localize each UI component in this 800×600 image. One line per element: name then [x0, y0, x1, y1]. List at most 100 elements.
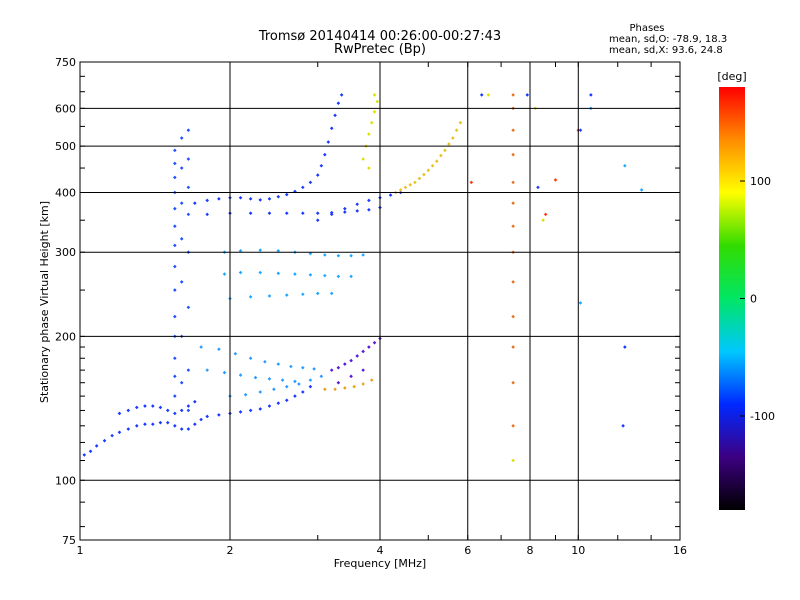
data-point: [186, 305, 191, 310]
data-point: [173, 224, 177, 229]
data-point: [511, 152, 515, 157]
data-point: [319, 374, 324, 379]
data-point: [430, 163, 435, 168]
data-point: [276, 194, 281, 199]
data-point: [134, 405, 139, 410]
data-point: [217, 197, 221, 201]
data-point: [301, 365, 305, 370]
data-point: [284, 211, 289, 216]
data-points: [82, 93, 644, 463]
data-point: [82, 453, 87, 457]
data-point: [336, 274, 341, 279]
y-tick-label: 75: [62, 534, 76, 547]
data-point: [173, 148, 177, 153]
data-point: [205, 198, 209, 203]
data-point: [398, 188, 403, 192]
stats-o-line: mean, sd,O: -78.9, 18.3: [609, 34, 727, 45]
data-point: [173, 411, 177, 416]
data-point: [117, 430, 122, 435]
data-point: [193, 399, 197, 404]
data-point: [336, 101, 341, 105]
data-point: [301, 185, 305, 190]
data-point: [102, 438, 107, 443]
data-point: [329, 368, 334, 372]
data-point: [301, 390, 305, 394]
data-point: [186, 408, 191, 413]
data-point: [413, 180, 417, 185]
data-point: [361, 349, 365, 354]
data-point: [511, 424, 515, 428]
x-tick-label: 6: [464, 544, 471, 557]
data-point: [315, 218, 320, 223]
y-tick-label: 100: [55, 474, 76, 487]
data-point: [308, 273, 313, 277]
data-point: [222, 370, 227, 375]
data-point: [205, 368, 209, 372]
data-point: [369, 378, 374, 382]
data-point: [511, 224, 515, 229]
data-point: [511, 458, 515, 463]
data-point: [186, 157, 191, 161]
data-point: [248, 295, 253, 299]
data-point: [349, 274, 353, 279]
data-point: [511, 380, 515, 385]
data-point: [284, 384, 289, 389]
data-point: [469, 180, 474, 185]
data-point: [525, 93, 530, 97]
data-point: [293, 272, 297, 276]
data-point: [315, 211, 320, 216]
chart-subtitle: RwPretec (Bp): [334, 42, 426, 57]
data-point: [205, 414, 209, 419]
data-point: [408, 183, 413, 187]
data-point: [333, 387, 337, 392]
data-point: [179, 237, 184, 241]
data-point: [553, 178, 558, 182]
y-axis-label: Stationary phase Virtual Height [km]: [38, 201, 51, 403]
data-point: [511, 280, 515, 284]
data-point: [248, 197, 253, 201]
data-point: [243, 392, 248, 397]
data-point: [336, 365, 341, 370]
colorbar-tick-label: 0: [750, 293, 757, 306]
data-point: [439, 153, 443, 158]
data-point: [258, 390, 263, 394]
data-point: [319, 163, 324, 168]
x-tick-label: 2: [227, 544, 234, 557]
data-point: [361, 382, 365, 386]
data-point: [217, 413, 221, 417]
data-point: [276, 271, 281, 276]
minor-ticks: [79, 61, 681, 540]
data-point: [343, 362, 347, 366]
data-point: [308, 384, 313, 389]
data-point: [134, 424, 139, 428]
data-point: [217, 347, 221, 352]
data-point: [143, 404, 147, 408]
data-point: [186, 404, 191, 408]
data-point: [173, 314, 177, 319]
data-point: [329, 212, 334, 217]
data-point: [447, 142, 451, 146]
data-point: [238, 195, 243, 200]
data-point: [238, 410, 243, 414]
data-point: [199, 345, 203, 349]
data-point: [186, 128, 191, 132]
data-point: [158, 420, 163, 425]
data-point: [186, 185, 191, 190]
data-point: [179, 201, 184, 205]
data-point: [173, 394, 177, 398]
x-tick-label: 16: [673, 544, 687, 557]
data-point: [186, 427, 191, 431]
data-point: [361, 157, 365, 161]
data-point: [284, 293, 289, 297]
data-point: [352, 384, 356, 389]
y-tick-label: 300: [55, 246, 76, 259]
data-point: [186, 212, 191, 217]
data-point: [361, 368, 365, 372]
data-point: [258, 270, 263, 275]
data-point: [422, 172, 426, 177]
data-point: [623, 345, 627, 349]
data-point: [284, 192, 289, 197]
data-point: [443, 148, 447, 153]
grid-lines: [80, 62, 680, 540]
data-point: [308, 378, 313, 382]
